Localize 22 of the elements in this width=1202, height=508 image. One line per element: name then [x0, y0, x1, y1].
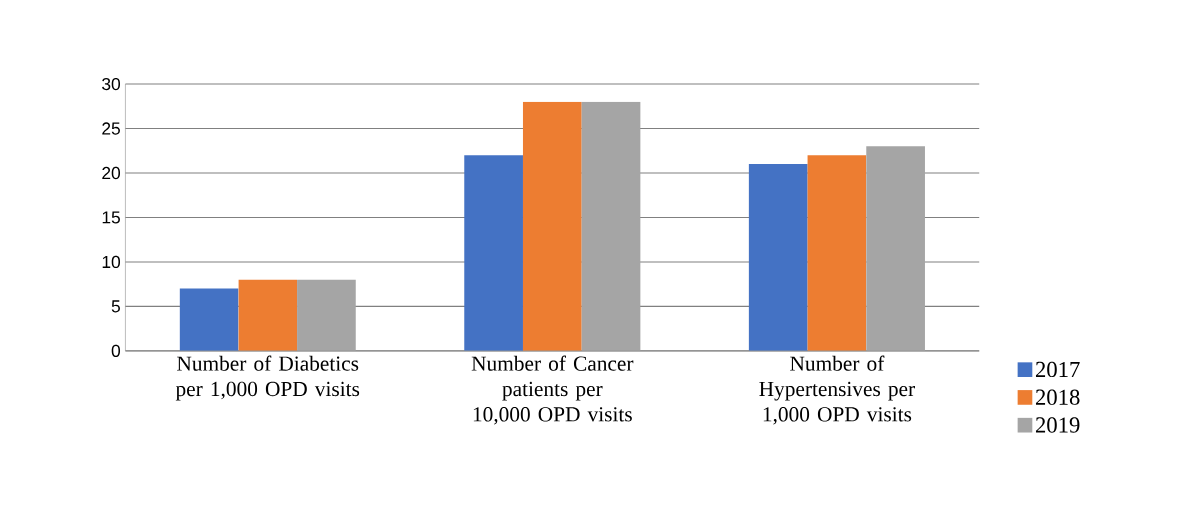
y-tick-label: 10	[102, 255, 121, 268]
bar	[179, 288, 239, 351]
legend-label: 2018	[1035, 389, 1080, 405]
bar	[238, 279, 298, 351]
bar	[748, 163, 808, 351]
legend-label: 2017	[1035, 361, 1080, 377]
bar	[807, 155, 867, 351]
y-tick-label: 25	[102, 122, 120, 135]
y-tick-label: 30	[102, 77, 121, 91]
bar	[464, 155, 523, 351]
y-tick-label: 5	[111, 300, 120, 313]
y-tick-label: 15	[102, 211, 120, 224]
y-tick-label: 20	[102, 166, 121, 179]
bar	[581, 101, 641, 351]
x-tick-label: Number of Cancer patients per 10,000 OPD visits	[471, 355, 634, 425]
legend-label: 2019	[1035, 417, 1080, 433]
bar	[866, 146, 925, 351]
bar	[297, 279, 356, 351]
x-tick-label: Number of Hypertensives per 1,000 OPD visits	[759, 355, 915, 425]
x-tick-label: Number of Diabetics per 1,000 OPD visits	[175, 355, 360, 401]
bar	[522, 101, 582, 351]
y-tick-label: 0	[111, 344, 121, 357]
